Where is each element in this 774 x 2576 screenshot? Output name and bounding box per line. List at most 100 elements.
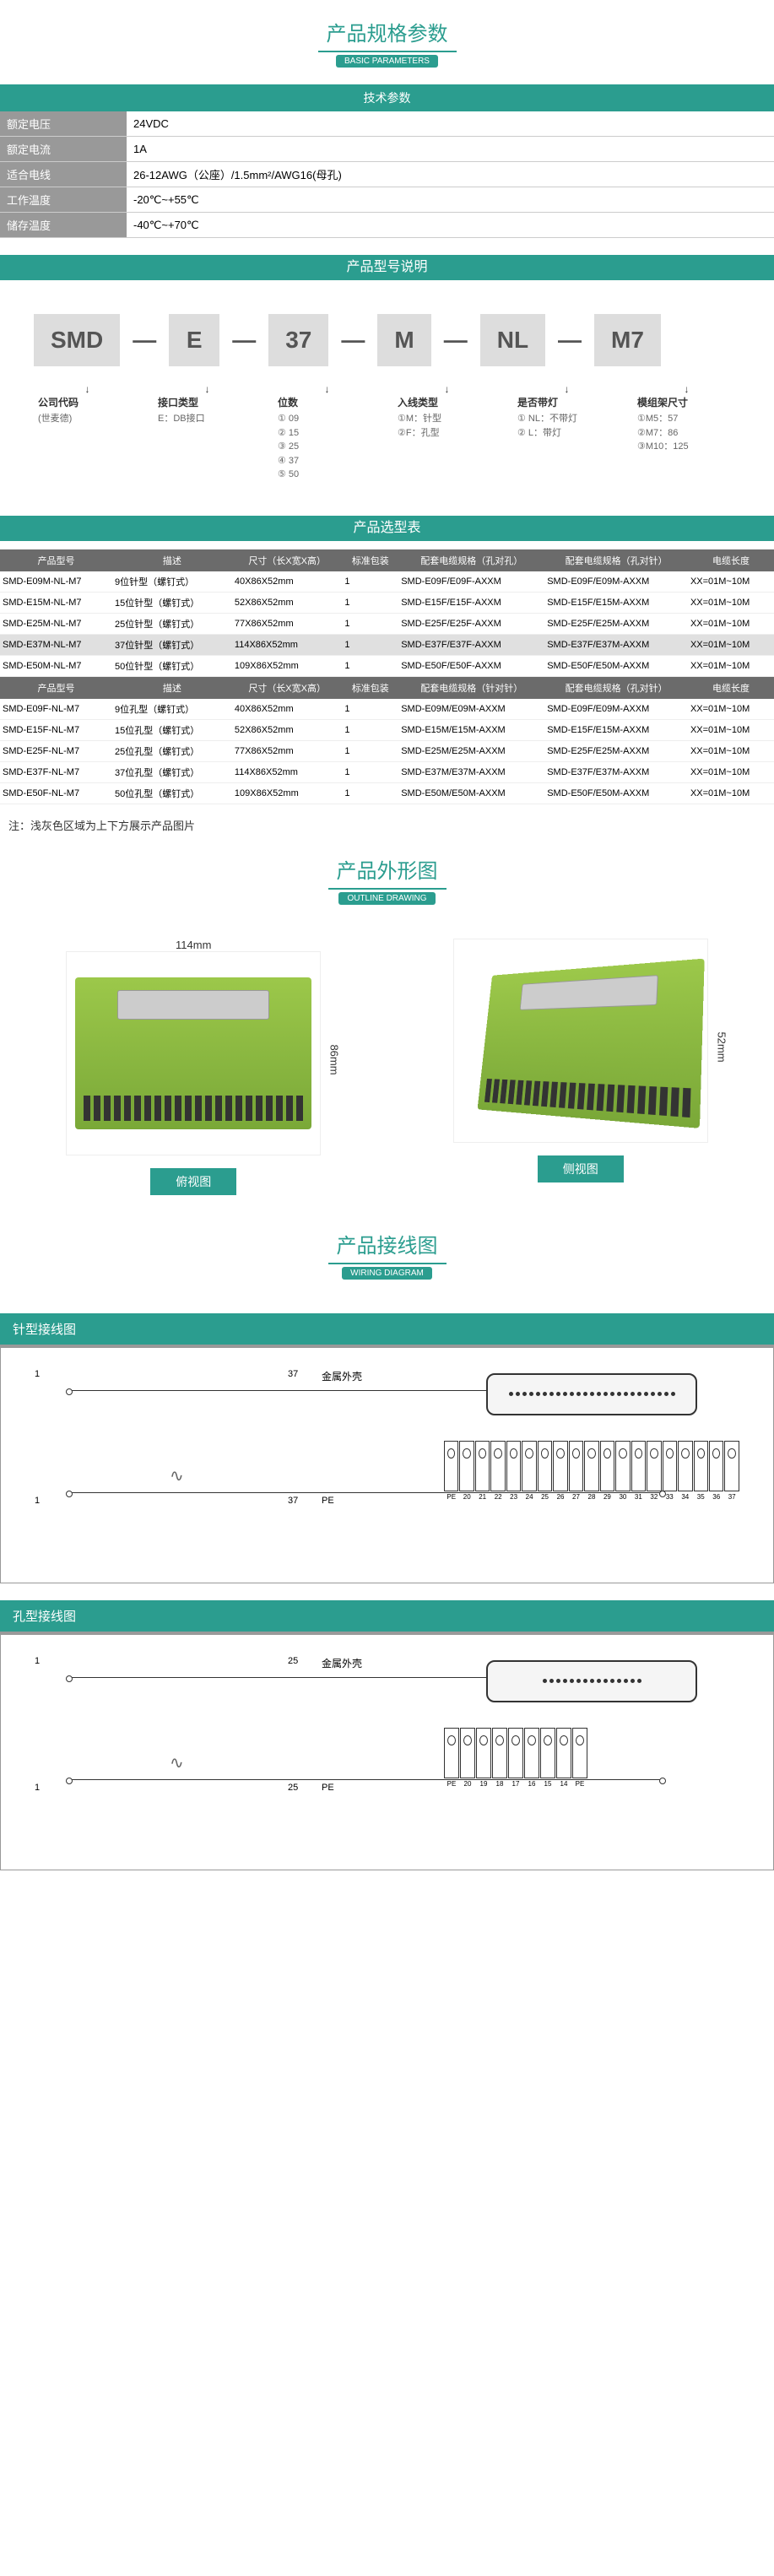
pin-37-bot: 37 [288,1496,298,1506]
spec-value: 26-12AWG（公座）/1.5mm²/AWG16(母孔) [127,162,774,187]
sel-cell: SMD-E15M-NL-M7 [0,592,112,613]
terminal-cell [524,1728,539,1778]
sel-header-cell: 尺寸（长X宽X高） [232,549,343,571]
terminal-num: 31 [631,1493,646,1501]
model-desc-item: ↓接口类型E：DB接口 [154,383,261,482]
top-height-label: 86mm [328,1044,341,1074]
sel-cell: XX=01M~10M [688,740,774,761]
sel-cell: 9位针型（螺钉式） [112,571,232,593]
sel-header-cell: 尺寸（长X宽X高） [232,676,343,699]
model-code-box: SMD [34,314,120,366]
sel-cell: SMD-E37F/E37M-AXXM [544,634,688,655]
sel-cell: 77X86X52mm [232,613,343,634]
sel-cell: SMD-E37F-NL-M7 [0,761,112,782]
terminal-num: 30 [615,1493,630,1501]
sel-cell: SMD-E15F/E15F-AXXM [398,592,544,613]
sel-cell: 1 [342,634,398,655]
terminal-num: 28 [584,1493,598,1501]
sel-cell: 1 [342,613,398,634]
sel-cell: SMD-E25F-NL-M7 [0,740,112,761]
model-code-box: M7 [594,314,661,366]
sel-cell: SMD-E50F/E50M-AXXM [544,655,688,676]
hole-25-bot: 25 [288,1783,298,1793]
terminal-cell [663,1441,677,1491]
sel-cell: XX=01M~10M [688,613,774,634]
outline-side-view: 52mm 侧视图 [453,939,708,1195]
terminal-num: 32 [647,1493,661,1501]
sel-cell: 52X86X52mm [232,719,343,740]
dash-separator: — [232,327,256,354]
terminal-cell [600,1441,614,1491]
terminal-cell [615,1441,630,1491]
pin-connector-drawing: PE202122232425262728293031323334353637 [444,1373,739,1501]
spec-value: 24VDC [127,111,774,137]
sel-cell: 109X86X52mm [232,655,343,676]
terminal-cell [490,1441,505,1491]
terminal-num: 16 [524,1780,539,1788]
sel-cell: 25位孔型（螺钉式） [112,740,232,761]
hole-1-bot: 1 [35,1783,40,1793]
sel-header-cell: 描述 [112,676,232,699]
sel-header-cell: 配套电缆规格（孔对孔） [398,549,544,571]
dash-separator: — [133,327,156,354]
terminal-cell [492,1728,507,1778]
side-height-label: 52mm [715,1031,728,1062]
sel-cell: 25位针型（螺钉式） [112,613,232,634]
sel-header-cell: 配套电缆规格（孔对针） [544,549,688,571]
terminal-cell [553,1441,567,1491]
terminal-num: 33 [663,1493,677,1501]
terminal-cell [569,1441,583,1491]
model-code-box: E [169,314,219,366]
break-mark-icon: ∿ [170,1465,184,1486]
tech-spec-header: 技术参数 [0,84,774,111]
wiring-hole-diagram: 1 25 金属外壳 ∿ 1 25 PE PE20191817161514PE [0,1634,774,1870]
top-width-label: 114mm [66,939,321,951]
dash-separator: — [341,327,365,354]
wiring-title: 产品接线图 [328,1229,447,1264]
shell-label-pin: 金属外壳 [322,1369,362,1383]
sel-header-cell: 电缆长度 [688,676,774,699]
selection-note: 注：浅灰色区域为上下方展示产品图片 [0,813,774,837]
terminal-cell [724,1441,739,1491]
terminal-num: 21 [475,1493,490,1501]
break-mark-icon-2: ∿ [170,1752,184,1773]
sel-header-cell: 标准包装 [342,676,398,699]
sel-cell: SMD-E25F/E25F-AXXM [398,613,544,634]
terminal-num: PE [572,1780,587,1788]
sel-cell: SMD-E25M-NL-M7 [0,613,112,634]
dash-separator: — [558,327,582,354]
sel-cell: SMD-E25M/E25M-AXXM [398,740,544,761]
terminal-cell [572,1728,587,1778]
pe-label-hole: PE [322,1783,334,1793]
outline-top-view: 114mm 86mm 俯视图 [66,939,321,1195]
model-desc-item: ↓公司代码(世麦德) [34,383,141,482]
terminal-num: 23 [506,1493,521,1501]
sel-cell: 37位针型（螺钉式） [112,634,232,655]
spec-label: 工作温度 [0,187,127,213]
model-desc-item: ↓模组架尺寸①M5：57②M7：86③M10：125 [633,383,740,482]
model-desc-item: ↓位数① 09② 15③ 25④ 37⑤ 50 [273,383,381,482]
model-code-box: M [377,314,430,366]
sel-cell: SMD-E09F-NL-M7 [0,699,112,720]
sel-cell: SMD-E09F/E09M-AXXM [544,699,688,720]
terminal-cell [631,1441,646,1491]
sel-cell: 40X86X52mm [232,571,343,593]
sel-cell: XX=01M~10M [688,761,774,782]
spec-value: -20℃~+55℃ [127,187,774,213]
spec-label: 储存温度 [0,213,127,238]
spec-value: 1A [127,137,774,162]
basic-params-title: 产品规格参数 [318,17,457,52]
sel-header-cell: 标准包装 [342,549,398,571]
selection-divider: 产品选型表 [0,516,774,541]
sel-cell: 37位孔型（螺钉式） [112,761,232,782]
sel-cell: 15位针型（螺钉式） [112,592,232,613]
dash-separator: — [444,327,468,354]
model-code-box: NL [480,314,545,366]
outline-subtitle: OUTLINE DRAWING [338,892,435,905]
pin-37-top: 37 [288,1369,298,1379]
section-outline: 产品外形图 OUTLINE DRAWING [0,837,774,922]
sel-cell: 52X86X52mm [232,592,343,613]
terminal-num: 15 [540,1780,555,1788]
terminal-num: 14 [556,1780,571,1788]
sel-cell: 77X86X52mm [232,740,343,761]
